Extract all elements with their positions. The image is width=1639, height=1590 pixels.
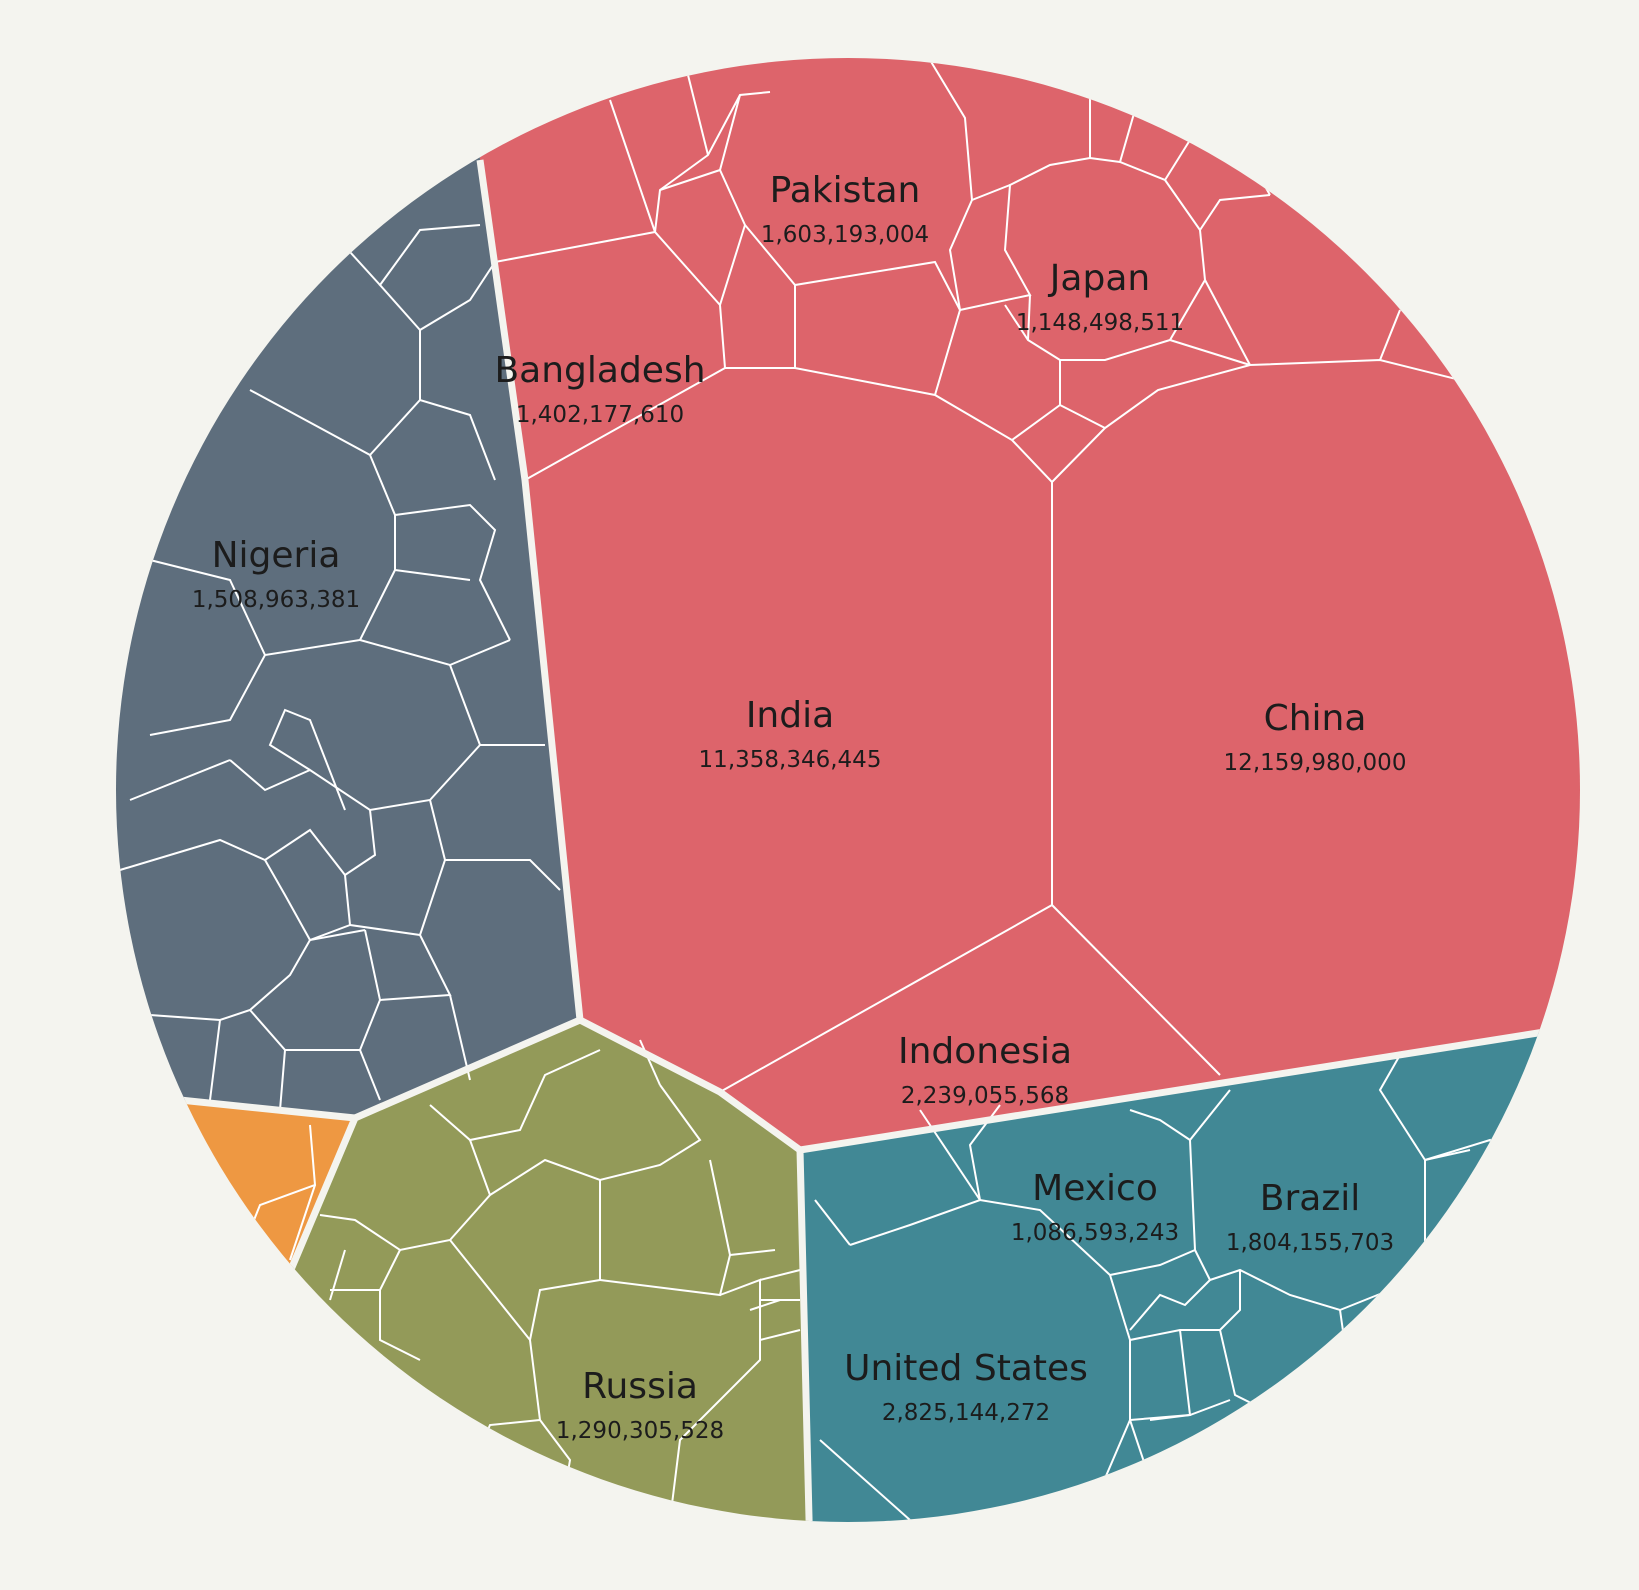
label-value-united-states: 2,825,144,272: [882, 1400, 1050, 1426]
americas-cell-borders: [814, 1054, 1506, 1521]
label-name-nigeria: Nigeria: [212, 535, 341, 576]
label-name-indonesia: Indonesia: [898, 1031, 1072, 1072]
label-value-indonesia: 2,239,055,568: [901, 1083, 1069, 1109]
europe-cell-borders: [319, 1039, 801, 1521]
label-value-pakistan: 1,603,193,004: [761, 222, 929, 248]
label-value-china: 12,159,980,000: [1224, 750, 1407, 776]
label-value-nigeria: 1,508,963,381: [192, 587, 360, 613]
label-name-japan: Japan: [1048, 258, 1150, 299]
label-name-mexico: Mexico: [1032, 1168, 1158, 1209]
region-africa: [116, 58, 580, 1118]
oceania-cell-borders: [249, 1124, 317, 1261]
label-name-brazil: Brazil: [1260, 1178, 1360, 1219]
label-value-mexico: 1,086,593,243: [1011, 1220, 1179, 1246]
labels-layer: China 12,159,980,000 India 11,358,346,44…: [192, 170, 1407, 1444]
label-name-bangladesh: Bangladesh: [494, 350, 705, 391]
label-name-russia: Russia: [582, 1366, 698, 1407]
label-name-india: India: [746, 695, 834, 736]
label-value-india: 11,358,346,445: [699, 747, 882, 773]
label-value-bangladesh: 1,402,177,610: [516, 402, 684, 428]
label-value-brazil: 1,804,155,703: [1226, 1230, 1394, 1256]
region-asia: [470, 58, 1580, 1150]
asia-cell-borders: [494, 59, 1461, 1093]
label-value-russia: 1,290,305,528: [556, 1418, 724, 1444]
label-name-pakistan: Pakistan: [770, 170, 921, 211]
label-name-united-states: United States: [844, 1348, 1088, 1389]
label-value-japan: 1,148,498,511: [1016, 310, 1184, 336]
group-separators: [179, 159, 1580, 1522]
label-name-china: China: [1264, 698, 1367, 739]
